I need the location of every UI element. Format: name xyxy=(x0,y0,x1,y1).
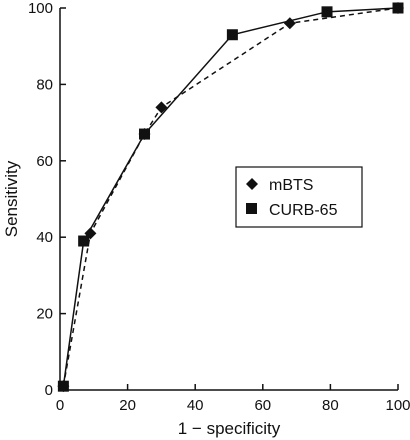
x-tick-label: 80 xyxy=(322,397,339,414)
legend-marker-curb65 xyxy=(246,203,257,214)
x-tick-label: 20 xyxy=(119,397,136,414)
point-mbts xyxy=(283,17,296,30)
y-tick-label: 100 xyxy=(28,0,53,17)
legend-label-curb65: CURB-65 xyxy=(269,202,338,219)
point-curb-65 xyxy=(226,29,238,41)
x-tick-label: 40 xyxy=(187,397,204,414)
y-tick-label: 40 xyxy=(36,229,53,246)
x-tick-label: 60 xyxy=(254,397,271,414)
y-tick-label: 60 xyxy=(36,153,53,170)
legend-label-mbts: mBTS xyxy=(269,177,313,194)
ticks: 0 20 40 60 80 100 0 20 40 60 80 100 xyxy=(28,0,410,414)
series-markers xyxy=(57,2,404,393)
point-mbts xyxy=(155,101,168,114)
legend-box xyxy=(235,166,363,228)
y-tick-label: 20 xyxy=(36,306,53,323)
y-tick-label: 80 xyxy=(36,76,53,93)
point-curb-65 xyxy=(139,128,150,140)
series-lines xyxy=(62,7,399,387)
x-axis-title: 1 − specificity xyxy=(178,419,281,438)
series-line-curb-65 xyxy=(62,7,399,387)
point-curb-65 xyxy=(78,235,90,247)
point-curb-65 xyxy=(57,380,69,392)
y-axis-title: Sensitivity xyxy=(2,160,21,237)
axes xyxy=(59,8,398,391)
x-tick-label: 100 xyxy=(385,397,410,414)
point-curb-65 xyxy=(392,2,404,14)
legend-marker-mbts xyxy=(246,178,258,190)
series-line-mbts xyxy=(62,7,399,387)
x-tick-label: 0 xyxy=(56,397,64,414)
point-curb-65 xyxy=(321,6,333,18)
y-tick-label: 0 xyxy=(45,382,53,399)
legend: mBTS CURB-65 xyxy=(235,166,363,228)
